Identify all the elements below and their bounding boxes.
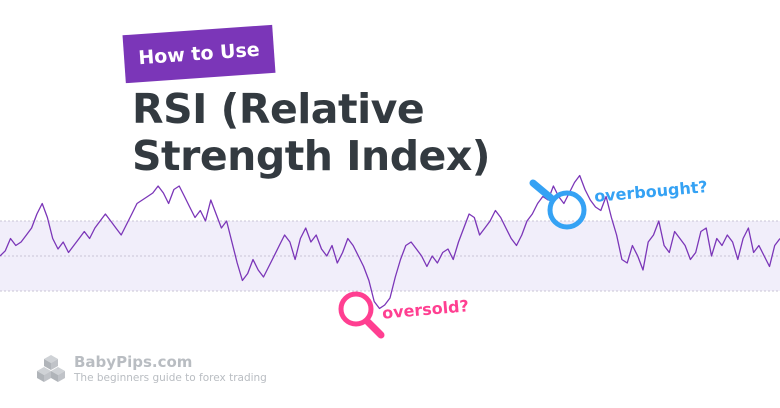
title-line-1: RSI (Relative [132,85,425,133]
cube-cluster-icon [37,355,65,382]
overbought-magnifier-icon [529,179,587,230]
oversold-magnifier-icon [338,291,385,339]
logo-tagline: The beginners guide to forex trading [74,372,267,384]
logo-name: BabyPips.com [74,353,193,371]
rsi-series-line [0,174,780,310]
title-line-2: Strength Index) [132,132,491,180]
page-title: RSI (Relative Strength Index) [132,85,491,180]
babypips-logo[interactable]: BabyPips.com The beginners guide to fore… [36,353,267,385]
